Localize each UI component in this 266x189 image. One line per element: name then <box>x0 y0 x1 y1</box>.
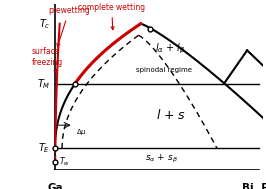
Text: surface
freezing: surface freezing <box>32 47 63 73</box>
Text: $T_M$: $T_M$ <box>37 77 51 91</box>
Text: $\Delta\mu$: $\Delta\mu$ <box>76 127 87 137</box>
Text: $T_w$: $T_w$ <box>59 156 70 168</box>
Text: $l_{\alpha}$ + $l_{\beta}$: $l_{\alpha}$ + $l_{\beta}$ <box>155 42 186 56</box>
Text: $s_{\alpha}$ + $s_{\beta}$: $s_{\alpha}$ + $s_{\beta}$ <box>145 153 178 165</box>
Text: $T_E$: $T_E$ <box>38 142 51 155</box>
Text: $l$ + $s$: $l$ + $s$ <box>156 108 186 122</box>
Text: Bi, Pb: Bi, Pb <box>242 183 266 189</box>
Text: spinodal regime: spinodal regime <box>136 67 192 73</box>
Text: Ga: Ga <box>47 183 63 189</box>
Text: prewetting: prewetting <box>48 6 90 46</box>
Text: $T_c$: $T_c$ <box>39 17 51 31</box>
Text: complete wetting: complete wetting <box>78 3 145 30</box>
